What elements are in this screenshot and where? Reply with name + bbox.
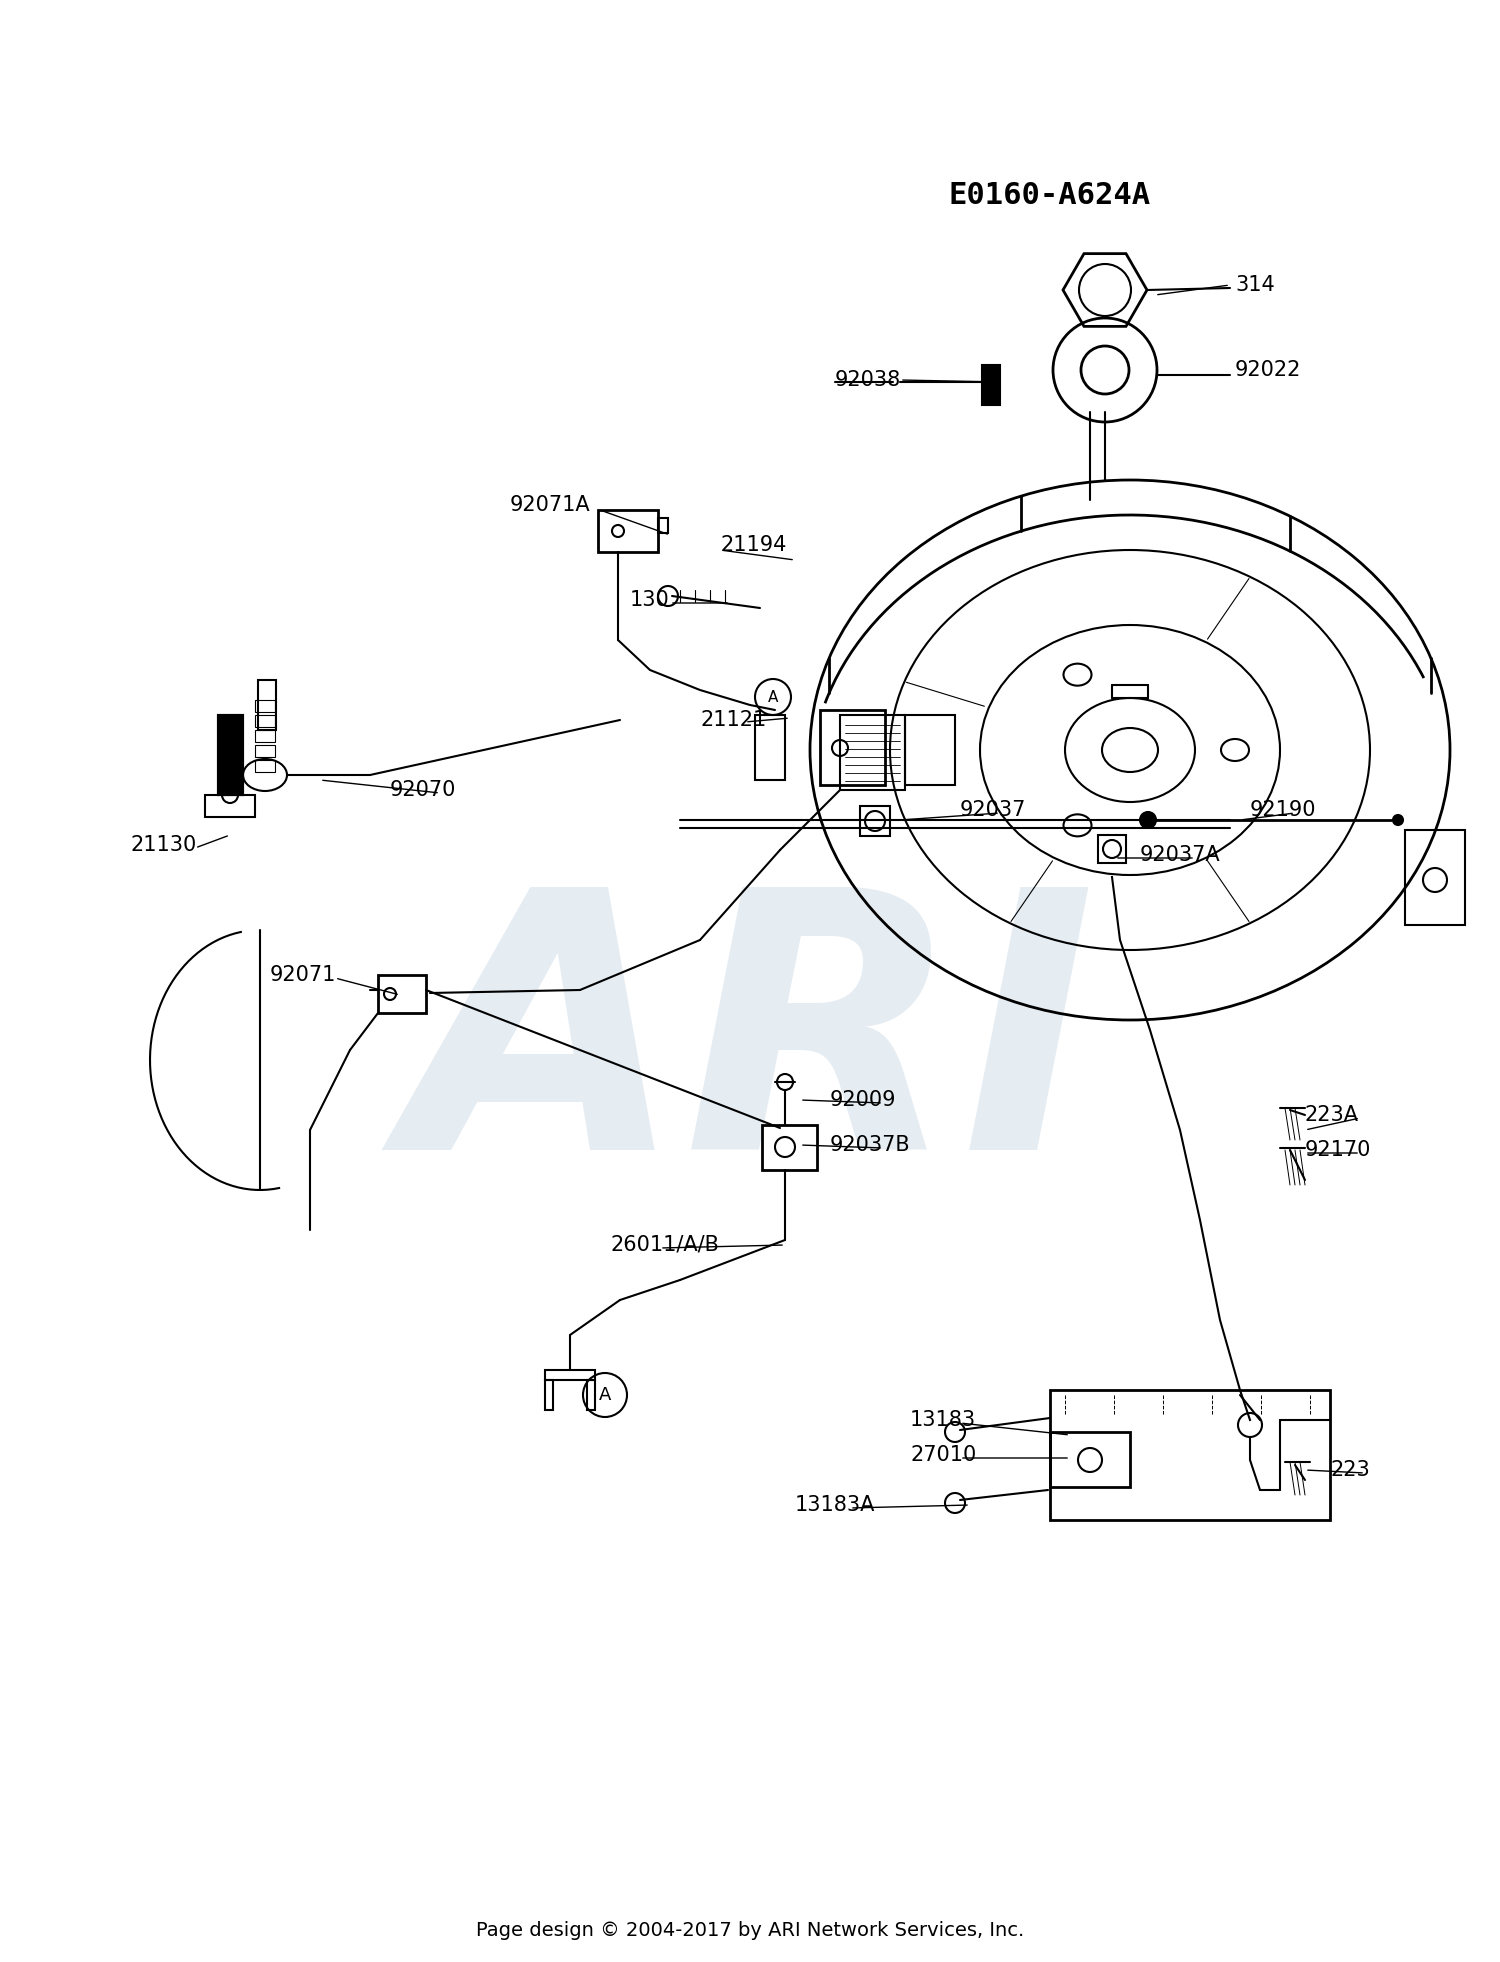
- Text: 92009: 92009: [830, 1091, 897, 1110]
- Text: 92070: 92070: [390, 781, 456, 800]
- Bar: [762, 1124, 818, 1169]
- Bar: [255, 700, 274, 712]
- Text: 92071A: 92071A: [510, 494, 591, 514]
- Text: ARI: ARI: [404, 875, 1096, 1224]
- Bar: [840, 714, 904, 791]
- Bar: [859, 806, 889, 836]
- Text: 21130: 21130: [130, 836, 196, 855]
- Text: Page design © 2004-2017 by ARI Network Services, Inc.: Page design © 2004-2017 by ARI Network S…: [476, 1921, 1024, 1940]
- Text: 223A: 223A: [1305, 1105, 1359, 1124]
- Bar: [255, 730, 274, 742]
- Text: 21194: 21194: [720, 536, 786, 555]
- Text: 92038: 92038: [836, 371, 902, 390]
- Bar: [255, 759, 274, 771]
- Text: 13183: 13183: [910, 1411, 976, 1430]
- Text: A: A: [768, 689, 778, 704]
- Bar: [1098, 836, 1126, 863]
- Text: 92037B: 92037B: [830, 1134, 910, 1156]
- Bar: [1050, 1389, 1330, 1521]
- Bar: [258, 681, 276, 730]
- Bar: [904, 714, 956, 785]
- Circle shape: [1140, 812, 1156, 828]
- Text: 314: 314: [1234, 275, 1275, 294]
- Text: A: A: [598, 1385, 610, 1405]
- Text: 26011/A/B: 26011/A/B: [610, 1234, 718, 1256]
- Bar: [544, 1369, 596, 1379]
- Text: 92190: 92190: [1250, 800, 1317, 820]
- Text: E0160-A624A: E0160-A624A: [950, 181, 1150, 210]
- Bar: [658, 518, 668, 534]
- Text: 92037: 92037: [960, 800, 1026, 820]
- Text: 223: 223: [1330, 1460, 1370, 1479]
- Text: 27010: 27010: [910, 1444, 976, 1466]
- Bar: [544, 1379, 554, 1411]
- Bar: [206, 795, 255, 816]
- Bar: [255, 746, 274, 757]
- Text: 92037A: 92037A: [1140, 846, 1221, 865]
- Circle shape: [1394, 814, 1402, 824]
- Bar: [378, 975, 426, 1012]
- Bar: [598, 510, 658, 551]
- Text: 21121: 21121: [700, 710, 766, 730]
- Text: 92022: 92022: [1234, 359, 1302, 381]
- Text: 92071: 92071: [270, 965, 336, 985]
- Bar: [1050, 1432, 1130, 1487]
- Bar: [821, 710, 885, 785]
- Bar: [217, 714, 243, 795]
- Bar: [586, 1379, 596, 1411]
- Bar: [217, 714, 243, 795]
- Text: 92170: 92170: [1305, 1140, 1371, 1160]
- Bar: [754, 714, 784, 781]
- Text: 13183A: 13183A: [795, 1495, 876, 1515]
- Bar: [255, 714, 274, 728]
- Bar: [1406, 830, 1466, 924]
- Text: 130: 130: [630, 591, 669, 610]
- Bar: [982, 365, 1000, 404]
